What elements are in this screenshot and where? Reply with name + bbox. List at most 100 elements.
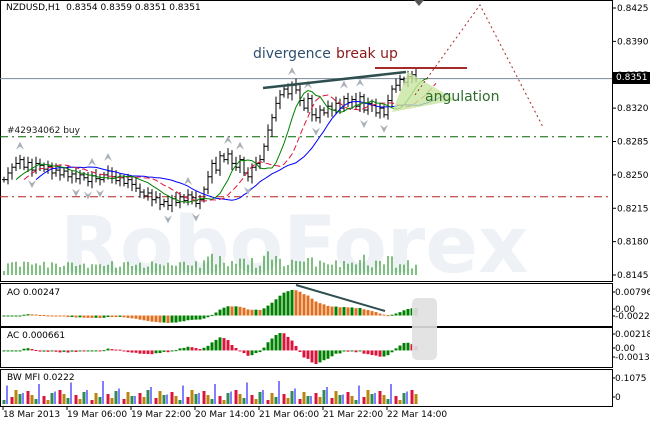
ac-bar (134, 350, 138, 353)
ac-bar (382, 350, 386, 357)
ac-label: AC 0.000661 (7, 331, 66, 341)
y-tick-label: -0.00137 (615, 353, 650, 363)
ao-bar (202, 315, 206, 319)
ao-bar (294, 290, 298, 316)
mfi-bar (230, 391, 232, 404)
ac-bar (370, 350, 374, 356)
mfi-bar (410, 390, 414, 404)
ac-bar (334, 350, 338, 354)
ac-bar (214, 339, 218, 351)
ao-bar (274, 299, 278, 316)
mfi-bar (294, 388, 296, 404)
ac-bar (338, 350, 342, 354)
fractal-down-icon (360, 120, 368, 129)
ao-bar (94, 315, 98, 318)
ac-bar (110, 349, 114, 351)
ao-bar (130, 315, 134, 319)
mfi-bar (14, 390, 18, 404)
mfi-bar (218, 396, 222, 404)
ac-bar (114, 349, 118, 351)
ac-bar (186, 346, 190, 351)
y-tick-label: 0.8390 (617, 37, 649, 47)
ao-bar (370, 311, 374, 316)
ac-bar (6, 350, 10, 352)
fractal-up-icon (184, 176, 192, 185)
ac-bar (162, 350, 166, 352)
mfi-bar (158, 391, 162, 404)
panel-frame (0, 283, 613, 327)
ao-bar (210, 314, 214, 316)
fractal-up-icon (16, 141, 24, 150)
mfi-bar (174, 396, 178, 404)
y-tick-label: -0.00221 (615, 312, 650, 322)
ac-bar (194, 348, 198, 351)
ao-bar (234, 306, 238, 316)
mfi-bar (62, 394, 66, 404)
fractal-up-icon (236, 141, 244, 150)
ao-bar (302, 294, 306, 316)
ac-bar (226, 340, 230, 351)
y-tick-label: 0.00796 (615, 288, 650, 298)
ao-bar (62, 315, 66, 317)
mfi-bar (34, 399, 38, 404)
ao-bar (254, 309, 258, 316)
x-tick-label: 18 Mar 2013 (3, 410, 60, 420)
mfi-bar (234, 390, 238, 404)
ac-bar (310, 350, 314, 363)
ao-bar (402, 310, 406, 316)
mfi-bar (42, 396, 46, 404)
mfi-bar (26, 391, 30, 404)
ao-bar (262, 308, 266, 316)
mfi-bar (306, 396, 310, 404)
ao-bar (322, 304, 326, 316)
fractal-down-icon (164, 215, 172, 224)
ao-bar (226, 306, 230, 316)
ac-bar (402, 342, 406, 351)
mfi-bar (146, 390, 150, 404)
ao-bar (282, 292, 286, 316)
divergence-trendline (262, 70, 407, 90)
ac-bar (390, 350, 394, 353)
mfi-bar (114, 391, 118, 404)
ac-bar (314, 350, 318, 364)
mfi-bar (18, 394, 22, 404)
ac-bar (206, 345, 210, 351)
mfi-bar (398, 400, 402, 404)
ao-bar (142, 315, 146, 321)
mfi-bar (330, 398, 334, 404)
mfi-bar (46, 400, 50, 404)
ao-bar (198, 315, 202, 320)
ao-bar (358, 308, 362, 316)
target-projection (414, 4, 544, 128)
ao-bar (30, 314, 34, 316)
symbol-label: NZDUSD,H1 (6, 3, 61, 13)
ao-bar (338, 307, 342, 316)
ac-bar (142, 350, 146, 354)
mfi-bar (98, 397, 102, 404)
ac-bar (298, 350, 302, 352)
ao-bar (26, 314, 30, 316)
mfi-bar (238, 394, 242, 404)
ac-bar (250, 350, 254, 356)
mfi-bar (90, 400, 94, 404)
mfi-bar (182, 385, 184, 404)
ac-bar (202, 347, 206, 351)
fractal-up-icon (288, 67, 296, 76)
mfi-bar (170, 392, 174, 404)
ao-bar (6, 315, 10, 317)
ac-bar (58, 350, 62, 353)
y-tick-label: 0.002186 (615, 330, 650, 340)
ao-bar (310, 298, 314, 316)
ac-bar (94, 350, 98, 352)
ac-bar (38, 350, 42, 352)
mfi-bar (142, 397, 146, 404)
fractal-down-icon (96, 189, 104, 198)
ao-bar (114, 315, 118, 318)
ao-bar (366, 310, 370, 316)
ac-bar (346, 350, 350, 352)
ac-bar (178, 348, 182, 351)
ao-bar (90, 315, 94, 318)
teeth-line (23, 83, 437, 202)
